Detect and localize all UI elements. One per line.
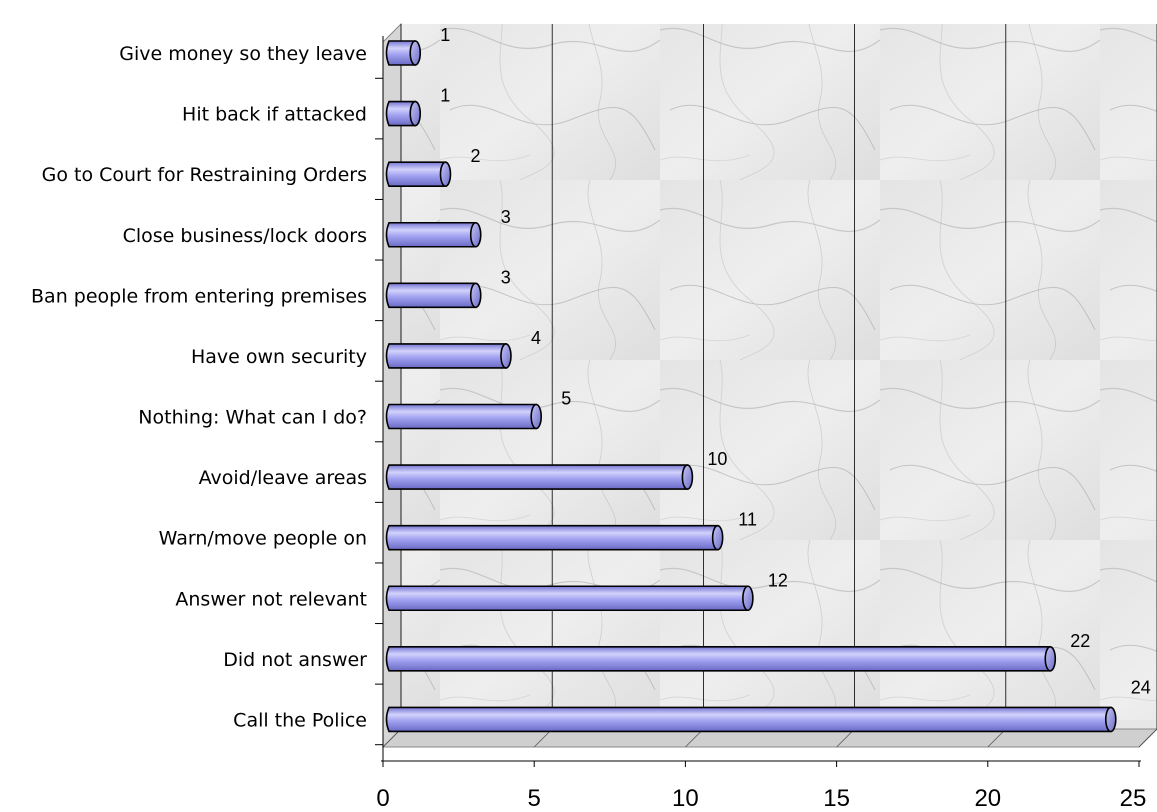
bar-body xyxy=(385,221,477,248)
bar-body xyxy=(385,524,719,551)
category-label: Answer not relevant xyxy=(175,588,367,610)
x-tick-labels: 0 5 10 15 20 25 xyxy=(376,785,1146,812)
category-label: Hit back if attacked xyxy=(182,104,367,126)
bar xyxy=(385,100,422,127)
data-label: 22 xyxy=(1070,631,1090,651)
x-tick-label: 15 xyxy=(823,785,850,812)
category-label: Give money so they leave xyxy=(119,43,367,65)
data-label: 11 xyxy=(738,510,757,530)
bar-body xyxy=(385,282,477,309)
gridlines xyxy=(382,24,1157,748)
back-wall xyxy=(401,24,1157,729)
category-label: Call the Police xyxy=(233,709,367,731)
data-label: 24 xyxy=(1131,677,1151,697)
x-tick-label: 0 xyxy=(376,785,389,812)
data-label: 4 xyxy=(531,328,541,348)
bar xyxy=(385,403,543,430)
data-label: 1 xyxy=(440,86,450,106)
bar-body xyxy=(385,585,749,612)
bar xyxy=(385,221,482,248)
bar-body xyxy=(385,403,537,430)
category-label: Warn/move people on xyxy=(159,528,367,550)
data-label: 3 xyxy=(501,207,511,227)
bar xyxy=(385,161,452,187)
bar-body xyxy=(385,646,1052,672)
bars xyxy=(385,40,1117,733)
bar-cap xyxy=(530,403,543,430)
bar-cap xyxy=(711,524,724,551)
side-wall xyxy=(382,22,402,749)
bar xyxy=(385,706,1117,733)
category-labels: Give money so they leave Hit back if atta… xyxy=(31,43,367,731)
bar-body xyxy=(385,100,417,127)
bar-cap xyxy=(469,221,482,248)
data-label: 2 xyxy=(470,146,480,166)
category-label: Go to Court for Restraining Orders xyxy=(42,164,367,186)
data-label: 12 xyxy=(768,570,788,590)
x-tick-label: 20 xyxy=(974,785,1001,812)
bar-cap xyxy=(439,161,452,187)
bar xyxy=(385,40,422,66)
data-label: 3 xyxy=(501,267,511,287)
bar xyxy=(385,646,1057,672)
data-label: 1 xyxy=(440,25,450,45)
bar-cap xyxy=(1044,646,1057,672)
x-tick-label: 10 xyxy=(672,785,699,812)
category-label: Have own security xyxy=(191,346,367,368)
data-label: 10 xyxy=(707,449,727,469)
bar-cap xyxy=(681,464,694,490)
bar-cap xyxy=(500,343,512,369)
category-label: Close business/lock doors xyxy=(123,225,367,247)
bar-cap xyxy=(469,282,482,309)
bar-cap xyxy=(742,585,754,612)
axes xyxy=(375,36,1141,767)
bar-body xyxy=(385,161,447,187)
bar-cap xyxy=(1104,706,1117,733)
category-label: Nothing: What can I do? xyxy=(138,407,367,429)
bar xyxy=(385,585,754,612)
bar-cap xyxy=(409,100,422,127)
category-label: Ban people from entering premises xyxy=(31,285,367,307)
x-tick-label: 5 xyxy=(528,785,541,812)
bar-body xyxy=(385,706,1112,733)
bar-body xyxy=(385,40,417,66)
floor-gridline xyxy=(1138,728,1157,748)
data-label: 5 xyxy=(561,389,571,409)
bar xyxy=(385,524,724,551)
bar-body xyxy=(385,343,507,369)
category-label: Did not answer xyxy=(223,649,367,671)
bar xyxy=(385,343,512,369)
bar xyxy=(385,464,694,490)
plot-area xyxy=(381,22,1157,749)
category-label: Avoid/leave areas xyxy=(199,467,367,489)
x-tick-label: 25 xyxy=(1120,785,1147,812)
bar-cap xyxy=(409,40,422,66)
bar-body xyxy=(385,464,689,490)
bar xyxy=(385,282,482,309)
